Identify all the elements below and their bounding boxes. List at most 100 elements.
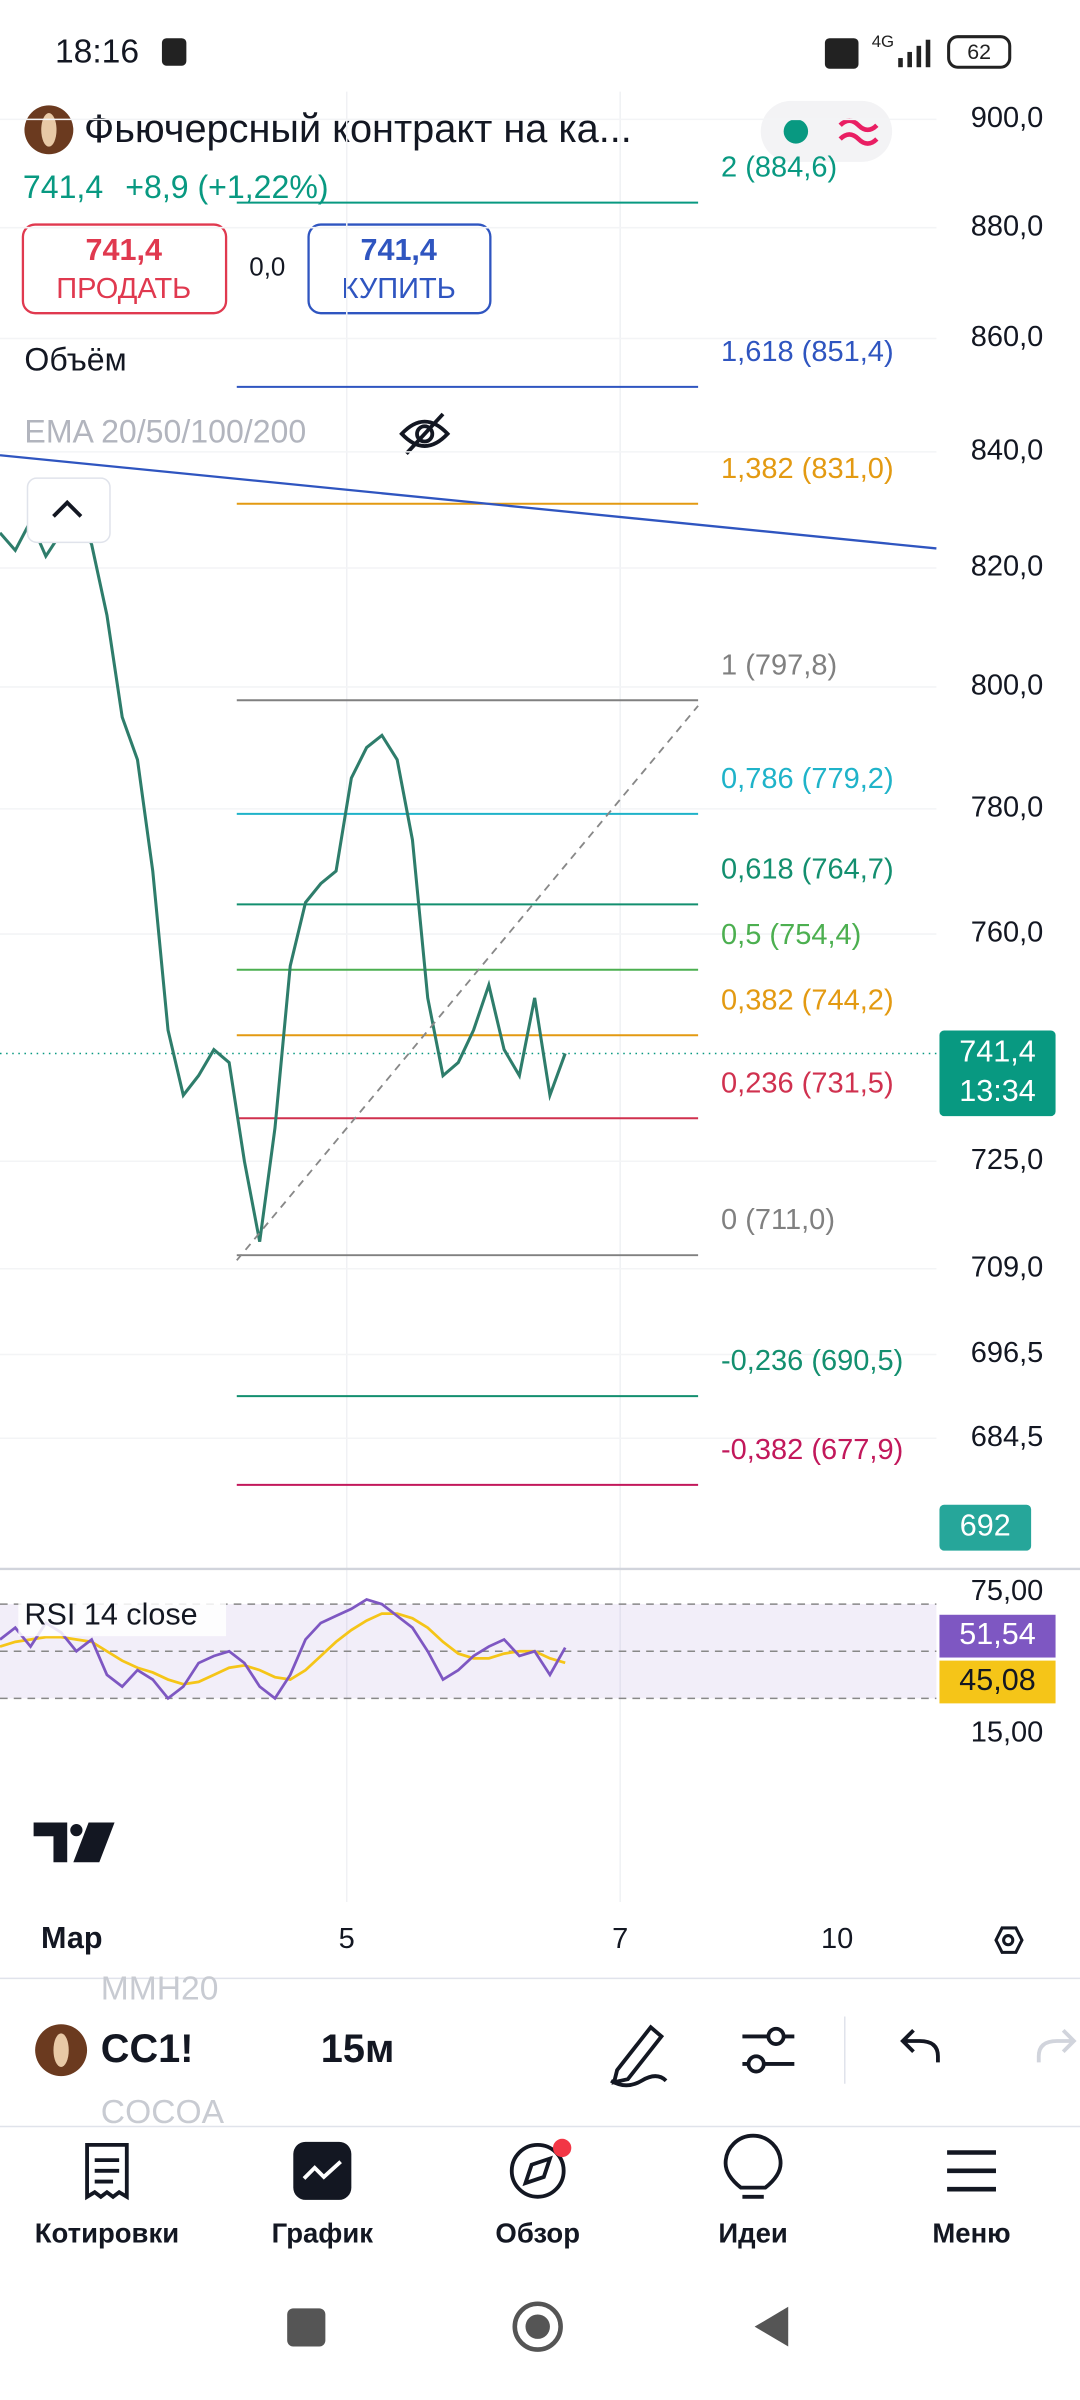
quotes-icon[interactable] <box>85 2142 129 2201</box>
chart-icon-line <box>302 2160 342 2180</box>
buy-label: КУПИТЬ <box>342 273 456 305</box>
sell-price: 741,4 <box>86 233 162 267</box>
fib-label: 1 (797,8) <box>721 649 837 681</box>
nav-label[interactable]: Идеи <box>718 2217 787 2248</box>
rsi-badge <box>939 1660 1056 1704</box>
collapse-icon <box>52 499 83 518</box>
explore-badge <box>552 2138 572 2158</box>
rsi-badge <box>939 1614 1056 1658</box>
tv-logo-dot <box>70 1824 83 1837</box>
draw-icon[interactable] <box>610 2024 668 2088</box>
fib-label: 0,382 (744,2) <box>721 984 894 1016</box>
sell-label: ПРОДАТЬ <box>56 273 191 305</box>
indicators-icon[interactable] <box>742 2026 795 2074</box>
rsi-tick-label: 15,00 <box>971 1716 1044 1748</box>
fib-label: 0,5 (754,4) <box>721 919 861 951</box>
time-label: Мар <box>41 1921 102 1955</box>
y-tick-label: 880,0 <box>971 210 1044 242</box>
header-change: +8,9 (+1,22%) <box>125 169 328 205</box>
fib-label: 0 (711,0) <box>721 1204 835 1236</box>
y-tick-label: 900,0 <box>971 102 1044 134</box>
tv-logo <box>33 1822 115 1863</box>
fib-label: 2 (884,6) <box>721 152 837 184</box>
market-open-dot <box>783 119 809 144</box>
time-label: 7 <box>612 1923 628 1955</box>
signal-icon <box>898 39 931 68</box>
price-line <box>0 506 567 1242</box>
fib-label: 0,618 (764,7) <box>721 853 894 885</box>
nav-label[interactable]: Котировки <box>35 2217 179 2248</box>
fib-label: -0,382 (677,9) <box>721 1434 903 1466</box>
network-type: 4G <box>872 32 894 51</box>
rsi-badge-label: 45,08 <box>959 1663 1035 1697</box>
menu-icon[interactable] <box>947 2150 996 2192</box>
price-chart: 900,0 880,0 860,0 840,0 820,0 800,0 780,0 760,0… <box>0 91 1044 1902</box>
y-tick-label: 780,0 <box>971 792 1044 824</box>
rsi-label[interactable]: RSI 14 close <box>24 1597 197 1631</box>
toolbar-symbol[interactable]: CC1! <box>101 2027 194 2071</box>
y-tick-label: 840,0 <box>971 435 1044 467</box>
last-price-badge <box>939 1030 1056 1117</box>
home-button-dot <box>525 2314 550 2339</box>
buy-button[interactable] <box>307 223 492 315</box>
buy-price: 741,4 <box>360 233 436 267</box>
volume-indicator[interactable]: Объём <box>24 342 126 378</box>
nav-label[interactable]: Меню <box>932 2217 1010 2248</box>
symbol-logo-bean <box>41 113 57 147</box>
y-tick-label: 820,0 <box>971 551 1044 583</box>
settings-icon-dot <box>1002 1934 1015 1947</box>
volte-icon <box>824 38 859 69</box>
back-button[interactable] <box>754 2306 789 2347</box>
rsi-label-bg <box>18 1596 227 1637</box>
trend-line <box>0 454 937 550</box>
y-tick-label: 696,5 <box>971 1337 1044 1369</box>
explore-icon-needle <box>522 2155 553 2187</box>
nav-label[interactable]: График <box>272 2217 374 2248</box>
last-price-label: 741,4 <box>959 1035 1035 1069</box>
axis-badges: 741,4 13:34 692 51,54 45,08 <box>939 1030 1056 1704</box>
y-tick-label: 760,0 <box>971 917 1044 949</box>
fib-label: 0,786 (779,2) <box>721 763 894 795</box>
fib-label: -0,236 (690,5) <box>721 1345 903 1377</box>
undo-icon[interactable] <box>900 2028 940 2063</box>
symbol-title[interactable]: Фьючерсный контракт на ка... <box>84 107 632 151</box>
sell-button[interactable] <box>21 223 228 315</box>
battery-icon <box>947 35 1012 69</box>
volume-badge-label: 692 <box>960 1509 1011 1543</box>
chart-icon[interactable] <box>293 2141 352 2200</box>
rsi-badge-label: 51,54 <box>959 1617 1035 1651</box>
y-tick-label: 709,0 <box>971 1251 1044 1283</box>
toolbar-interval[interactable]: 15м <box>321 2027 395 2071</box>
hide-icon[interactable] <box>399 412 451 456</box>
ghost-symbol-bottom: COCOA <box>101 2094 225 2131</box>
redo-icon[interactable] <box>1036 2028 1077 2063</box>
settings-icon[interactable] <box>994 1926 1024 1954</box>
upload-icon <box>161 38 187 66</box>
status-pill[interactable] <box>760 100 893 162</box>
home-button[interactable] <box>512 2301 563 2352</box>
battery-level: 62 <box>967 40 991 64</box>
y-tick-label: 725,0 <box>971 1144 1044 1176</box>
recents-button[interactable] <box>287 2308 326 2347</box>
nav-label[interactable]: Обзор <box>495 2217 580 2248</box>
ideas-icon[interactable] <box>723 2133 783 2199</box>
collapse-button[interactable] <box>26 477 111 544</box>
ema-indicator[interactable]: EMA 20/50/100/200 <box>24 413 306 449</box>
delay-icon <box>838 118 879 146</box>
y-tick-label: 684,5 <box>971 1421 1044 1453</box>
time-label: 5 <box>339 1923 355 1955</box>
fib-label: 1,382 (831,0) <box>721 453 894 485</box>
fib-trend <box>236 705 699 1261</box>
toolbar-logo-bean <box>53 2033 69 2067</box>
explore-icon[interactable] <box>509 2142 566 2199</box>
y-tick-label: 860,0 <box>971 321 1044 353</box>
countdown-label: 13:34 <box>959 1074 1035 1108</box>
status-time: 18:16 <box>55 33 139 70</box>
fib-label: 1,618 (851,4) <box>721 336 894 368</box>
ghost-symbol-top: MMH20 <box>101 1970 219 2007</box>
rsi-tick-label: 75,00 <box>971 1575 1044 1607</box>
spread: 0,0 <box>249 252 285 282</box>
